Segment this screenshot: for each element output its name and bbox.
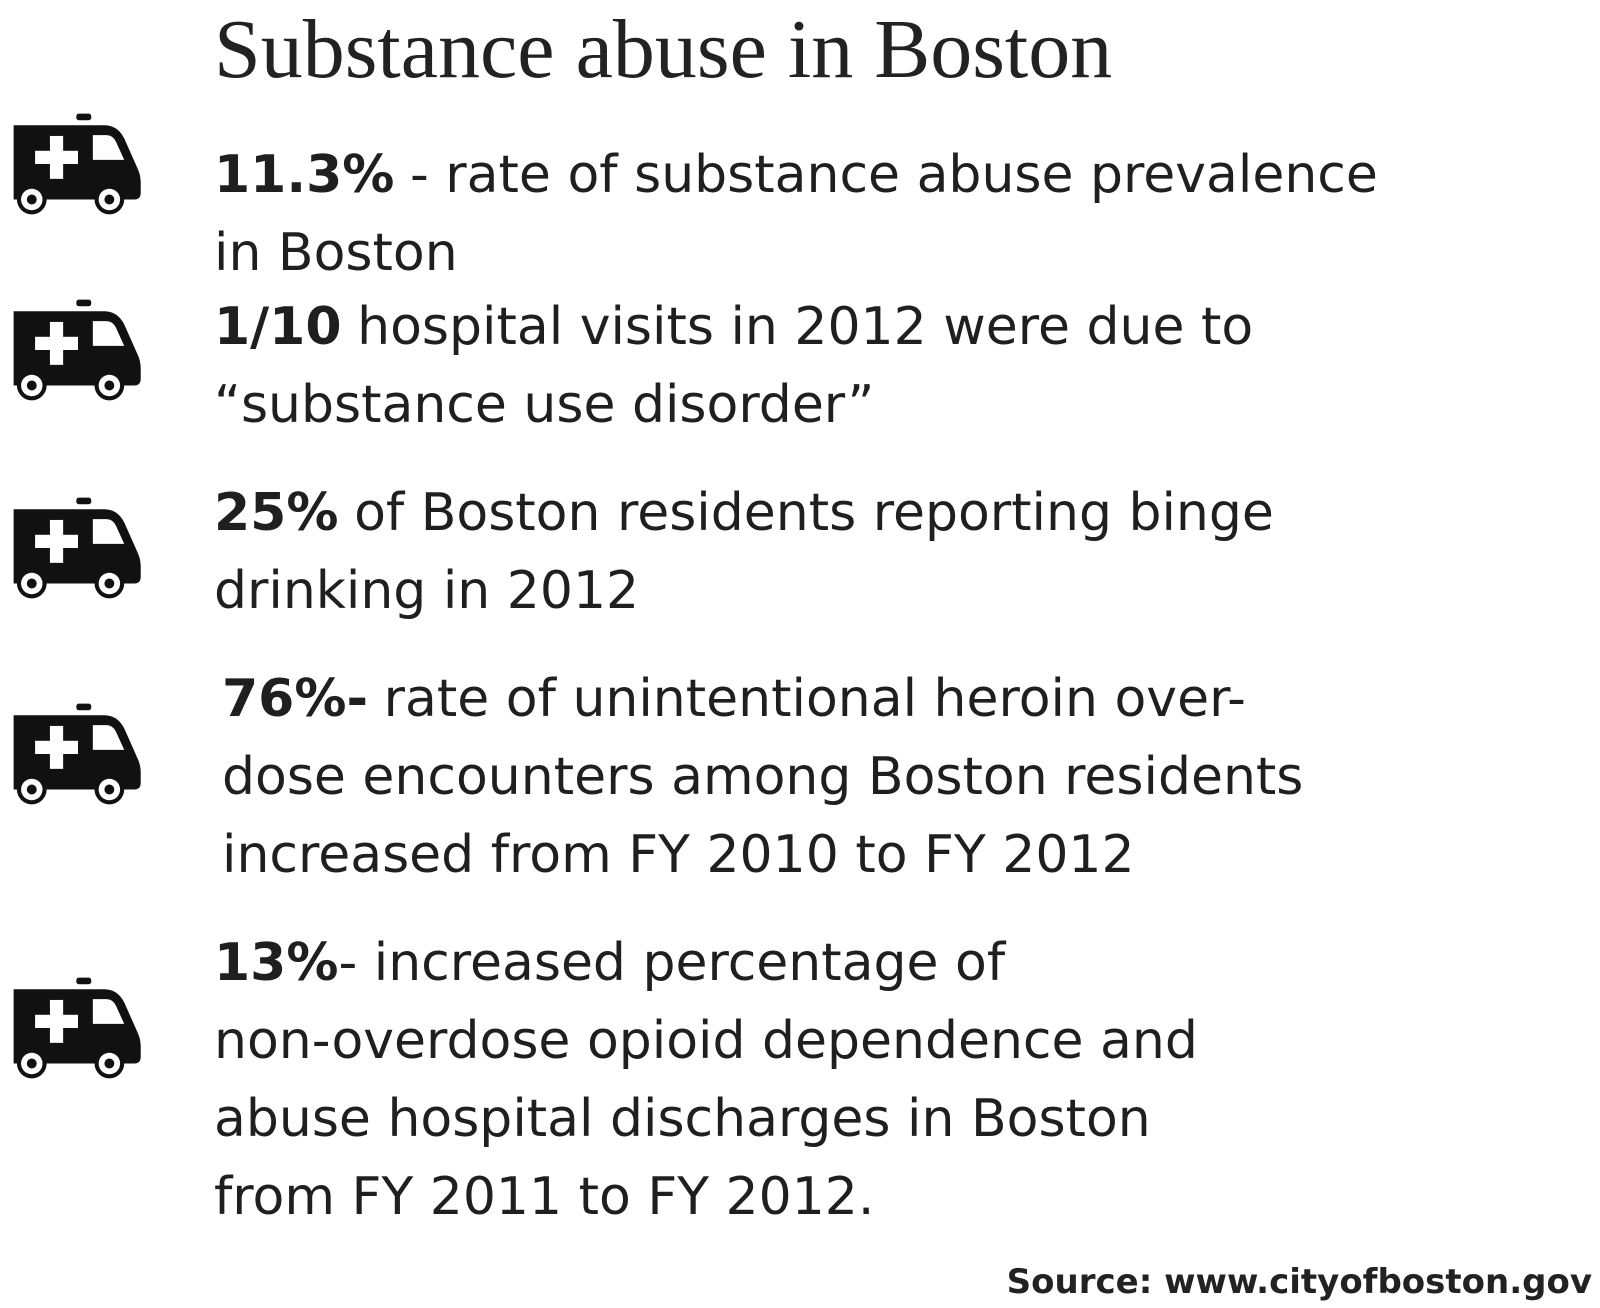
ambulance-icon (13, 977, 141, 1079)
stat-text: hospital visits in 2012 were due to (357, 297, 1254, 357)
stat-value: 25% (214, 483, 339, 543)
source: Source: www.cityofboston.gov (1006, 1262, 1592, 1302)
stat-text: dose encounters among Boston residents (222, 747, 1304, 807)
stat-item: 1/10 hospital visits in 2012 were due to … (214, 288, 1253, 444)
stat-text: abuse hospital discharges in Boston (214, 1089, 1151, 1149)
stat-text: in Boston (214, 223, 458, 283)
stat-value: 76%- (222, 669, 369, 729)
ambulance-icon (13, 299, 141, 401)
ambulance-icon (13, 113, 141, 215)
stat-value: 1/10 (214, 297, 342, 357)
ambulance-icon (13, 497, 141, 599)
stat-text: of Boston residents reporting binge (354, 483, 1274, 543)
title: Substance abuse in Boston (214, 3, 1113, 96)
stat-line: 13%- increased percentage of (214, 924, 1198, 1002)
stat-text: increased from FY 2010 to FY 2012 (222, 825, 1135, 885)
stat-value: 11.3% (214, 145, 395, 205)
stat-item: 25% of Boston residents reporting binge d… (214, 474, 1274, 630)
stat-line: 11.3% - rate of substance abuse prevalenc… (214, 136, 1378, 214)
stat-item: 11.3% - rate of substance abuse prevalenc… (214, 136, 1378, 292)
stat-value: 13% (214, 933, 339, 993)
stat-text: - rate of substance abuse prevalence (410, 145, 1378, 205)
stat-item: 13%- increased percentage of non-overdos… (214, 924, 1198, 1236)
stat-line: 1/10 hospital visits in 2012 were due to (214, 288, 1253, 366)
ambulance-icon (13, 703, 141, 805)
stat-text: - increased percentage of (338, 933, 1006, 993)
stat-text: drinking in 2012 (214, 561, 640, 621)
stat-line: 25% of Boston residents reporting binge (214, 474, 1274, 552)
stat-text: non-overdose opioid dependence and (214, 1011, 1198, 1071)
stat-text: “substance use disorder” (214, 375, 875, 435)
stat-line: 76%- rate of unintentional heroin over- (222, 660, 1303, 738)
stat-text: rate of unintentional heroin over- (383, 669, 1246, 729)
stat-item: 76%- rate of unintentional heroin over- d… (222, 660, 1303, 894)
stat-text: from FY 2011 to FY 2012. (214, 1167, 875, 1227)
